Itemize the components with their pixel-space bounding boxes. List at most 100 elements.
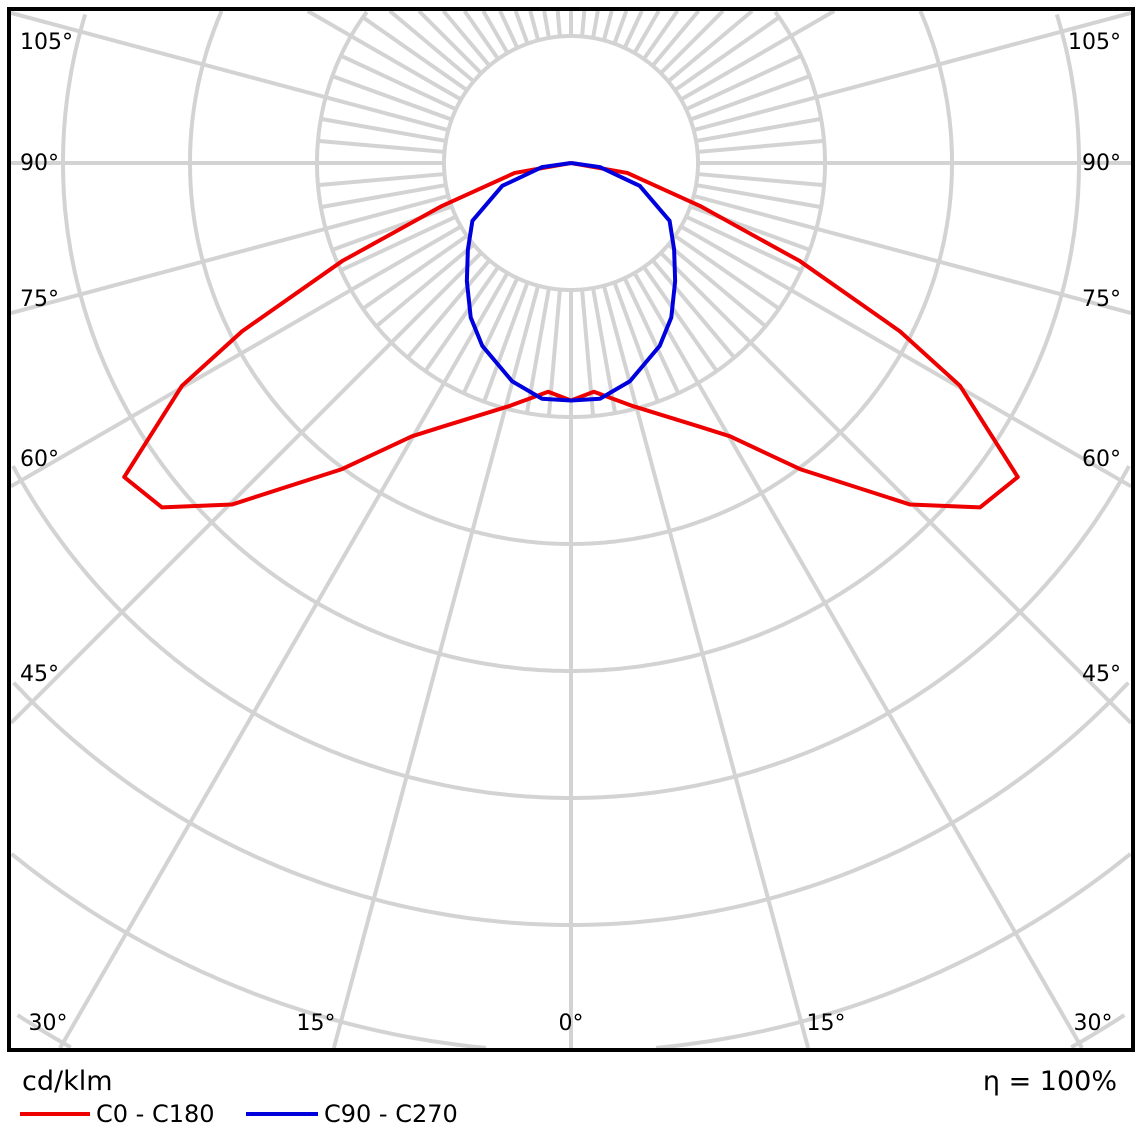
grid-ring [655,852,1132,1050]
chart-frame [7,7,1135,1052]
grid-spoke [679,9,836,102]
angle-labels: 105° 105° 90° 90° 75° 75° 60° 60° 45° 45° 30° 15° 0°… [20,30,1121,1036]
legend-label: C90 - C270 [324,1100,458,1128]
grid-spoke [388,9,475,83]
grid-spoke [695,116,822,143]
grid-spoke [693,11,1132,133]
grid-spoke [461,277,520,395]
grid-spoke [591,10,600,39]
grid-spoke [482,281,530,403]
grid-spoke [317,172,445,188]
grid-spoke [417,9,483,75]
angle-label-left: 45° [20,662,59,687]
legend-label: C0 - C180 [96,1100,215,1128]
grid-ring [188,10,571,546]
grid-spoke [632,271,1084,1049]
grid-spoke [642,9,680,61]
grid-spoke [689,74,811,122]
grid-spoke [331,74,453,122]
grid-ring [10,852,487,1050]
unit-label: cd/klm [22,1066,113,1097]
grid-ring [12,681,571,927]
grid-spoke [695,183,822,210]
grid-spoke [361,15,469,92]
grid-spoke [673,234,781,311]
curves [122,161,1020,510]
grid-spoke [622,277,681,395]
angle-label-left: 75° [20,287,59,312]
grid-spoke [441,9,491,67]
grid-ring [11,465,571,800]
grid-spoke [306,9,463,102]
angle-label-bottom: 0° [559,1011,584,1036]
angle-label-bottom: 30° [1074,1011,1113,1036]
grid-spoke [555,10,562,37]
grid-spoke [339,53,457,112]
legend-item-c90: C90 - C270 [246,1100,458,1128]
grid-spoke [659,9,725,75]
angle-label-right: 90° [1082,151,1121,176]
grid-ring [571,13,1081,673]
legend-item-c0: C0 - C180 [20,1100,215,1128]
angle-label-right: 60° [1082,447,1121,472]
grid-spoke [58,271,510,1050]
grid-spoke [320,183,447,210]
grid-spoke [462,9,500,61]
grid-spoke [406,259,491,359]
grid-spoke [10,193,449,315]
grid-spoke [542,10,551,39]
angle-label-left: 90° [20,151,59,176]
grid-spoke [9,224,463,489]
grid-spoke [697,172,825,188]
grid-ring [61,13,571,673]
polar-grid [9,9,1133,1050]
angle-label-right: 45° [1082,662,1121,687]
legend-swatch-red [20,1112,90,1116]
grid-spoke [697,138,825,154]
grid-spoke [601,10,614,41]
grid-spoke [667,9,754,83]
angle-label-bottom: 15° [807,1011,846,1036]
angle-label-right: 75° [1082,287,1121,312]
grid-ring [571,465,1131,800]
grid-spoke [580,10,587,37]
grid-spoke [331,285,541,1049]
grid-ring [571,681,1130,927]
grid-spoke [685,214,803,273]
grid-spoke [339,214,457,273]
grid-spoke [481,10,510,55]
grid-spoke [423,265,500,373]
grid-spoke [673,15,781,92]
grid-spoke [513,10,530,45]
grid-spoke [580,289,596,417]
grid-spoke [546,289,562,417]
grid-spoke [361,234,469,311]
grid-spoke [622,10,644,49]
grid-spoke [375,243,475,328]
grid-spoke [317,138,445,154]
grid-spoke [651,9,701,67]
grid-spoke [9,251,483,725]
grid-spoke [320,116,447,143]
grid-spoke [612,10,629,45]
angle-label-bottom: 15° [297,1011,336,1036]
angle-label-bottom: 30° [29,1011,68,1036]
efficiency-label: η = 100% [982,1066,1117,1097]
grid-spoke [601,285,811,1049]
grid-spoke [679,224,1133,489]
series-curve-1 [464,161,678,403]
grid-spoke [10,11,449,133]
grid-ring [571,10,954,546]
grid-spoke [632,9,661,55]
grid-spoke [659,251,1133,725]
angle-label-left: 105° [20,30,73,55]
grid-spoke [651,259,736,359]
angle-label-left: 60° [20,447,59,472]
angle-label-right: 105° [1068,30,1121,55]
grid-spoke [498,10,520,49]
grid-spoke [693,193,1132,315]
grid-spoke [612,281,660,403]
grid-spoke [685,53,803,112]
grid-spoke [642,265,719,373]
